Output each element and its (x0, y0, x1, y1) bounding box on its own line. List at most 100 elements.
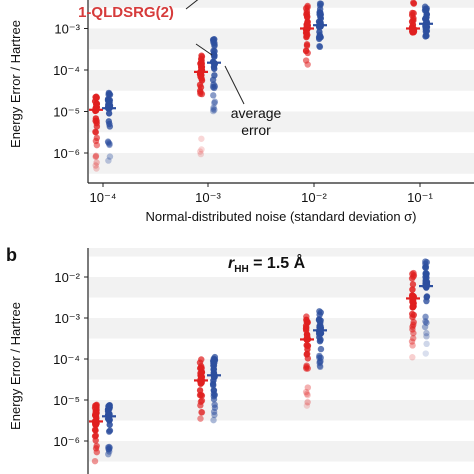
panel-b-data-points (89, 258, 433, 465)
red-data-point (92, 408, 100, 416)
red-data-point (92, 129, 100, 136)
red-data-point (304, 384, 312, 391)
red-data-point (409, 354, 416, 361)
blue-data-point (210, 81, 217, 88)
grid-band (89, 318, 474, 339)
red-data-point (304, 398, 311, 406)
red-data-point (196, 391, 204, 399)
blue-data-point (211, 36, 218, 43)
red-data-point (410, 318, 417, 326)
red-data-point (302, 388, 310, 396)
panel-b-title-subscript: HH (234, 264, 248, 275)
red-data-point (93, 448, 101, 456)
x-tick-label: 10⁻⁴ (90, 190, 117, 205)
red-data-point (92, 152, 100, 160)
y-tick-label: 10⁻⁵ (53, 393, 80, 408)
red-data-point (303, 363, 310, 371)
y-tick-label: 10⁻² (54, 270, 80, 285)
red-data-point (303, 313, 310, 320)
red-data-point (410, 10, 417, 17)
red-data-point (196, 148, 204, 155)
red-data-point (303, 318, 311, 326)
red-data-point (91, 426, 99, 434)
red-data-point (304, 2, 311, 10)
red-data-point (303, 390, 311, 398)
red-data-point (304, 391, 311, 399)
red-data-point (408, 338, 416, 345)
panel-b-ticks: 10⁻⁶ 10⁻⁵ 10⁻⁴ 10⁻³ 10⁻² (53, 270, 88, 449)
red-data-point (93, 134, 101, 142)
red-data-point (409, 342, 416, 349)
blue-data-point (106, 90, 113, 98)
blue-data-point (210, 104, 217, 111)
panel-a-data-points (89, 0, 433, 172)
blue-data-point (211, 106, 218, 114)
blue-data-point (423, 329, 430, 337)
blue-data-point (423, 319, 430, 326)
x-tick-label: 10⁻³ (195, 190, 221, 205)
blue-data-point (422, 7, 430, 14)
blue-data-point (317, 322, 324, 330)
blue-data-point (316, 28, 323, 36)
grid-band (89, 70, 474, 91)
y-tick-label: 10⁻³ (54, 311, 80, 326)
red-data-point (92, 93, 99, 101)
grid-band (89, 400, 474, 421)
red-data-point (93, 123, 101, 130)
red-data-point (410, 311, 417, 319)
blue-data-point (211, 98, 219, 105)
blue-data-point (316, 42, 323, 50)
red-data-point (410, 273, 417, 280)
y-tick-label: 10⁻⁶ (53, 146, 80, 161)
blue-data-point (105, 110, 113, 117)
red-data-point (303, 41, 311, 48)
method-label-annotation: 1-QLDSRG(2) (78, 4, 174, 21)
red-data-point (410, 303, 417, 310)
red-data-point (91, 457, 99, 465)
grid-band (89, 153, 474, 174)
grid-band (89, 248, 474, 257)
blue-data-point (209, 76, 217, 84)
red-data-point (303, 11, 310, 18)
red-data-point (197, 398, 205, 405)
blue-data-point (316, 362, 324, 370)
red-data-point (303, 351, 310, 358)
red-data-point (198, 146, 205, 153)
blue-data-point (423, 270, 430, 277)
blue-data-point (210, 107, 217, 115)
red-data-point (303, 402, 311, 409)
blue-data-point (317, 345, 325, 353)
red-data-point (198, 135, 205, 142)
panel-a-x-axis-label: Normal-distributed noise (standard devia… (145, 209, 416, 224)
blue-data-point (210, 416, 217, 424)
average-error-annotation-line2: error (241, 122, 271, 138)
red-data-point (197, 369, 204, 377)
blue-data-point (105, 157, 112, 164)
blue-data-point (422, 260, 429, 267)
panel-b-y-axis-label: Energy Error / Hartree (8, 302, 23, 430)
y-tick-label: 10⁻⁴ (53, 352, 80, 367)
x-tick-label: 10⁻¹ (407, 190, 433, 205)
blue-data-point (104, 406, 112, 413)
red-data-point (198, 409, 206, 416)
red-data-point (410, 329, 417, 337)
red-data-point (409, 286, 416, 293)
blue-data-point (423, 340, 430, 348)
red-data-point (93, 165, 100, 172)
blue-data-point (210, 377, 217, 384)
blue-data-point (106, 153, 114, 160)
blue-data-point (211, 391, 219, 399)
red-data-point (198, 75, 205, 82)
blue-data-point (211, 48, 218, 55)
grid-band (89, 28, 474, 50)
grid-band (89, 441, 474, 462)
blue-data-point (423, 294, 430, 301)
red-data-point (197, 84, 205, 91)
red-data-point (196, 387, 204, 394)
blue-data-point (316, 9, 324, 16)
grid-band (89, 0, 474, 8)
red-data-point (410, 0, 417, 7)
red-data-point (304, 399, 311, 406)
panel-b-grid-bands (89, 248, 474, 462)
